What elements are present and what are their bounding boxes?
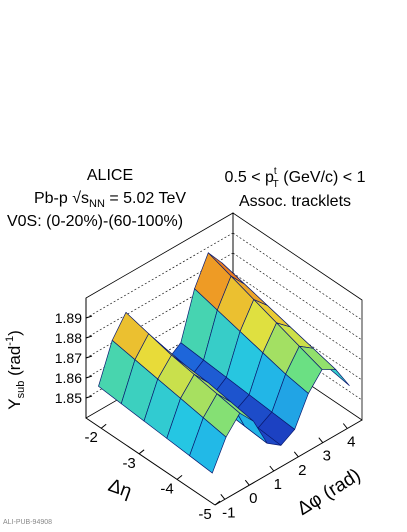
x-tick	[293, 451, 299, 458]
z-tick	[85, 395, 93, 399]
pt-sub: T	[273, 179, 279, 190]
z-tick	[85, 315, 93, 319]
y-tick	[100, 423, 107, 429]
y-axis	[85, 417, 216, 506]
y-tick-label: -4	[160, 480, 173, 497]
x-tick	[220, 494, 226, 500]
x-tick-label: 2	[298, 462, 306, 479]
x-tick-label: 3	[323, 448, 331, 465]
x-tick	[244, 479, 250, 486]
sqrt-sub: NN	[89, 198, 105, 210]
trigger-label: V0S: (0-20%)-(60-100%)	[7, 213, 183, 230]
z-tick-label: 1.87	[55, 350, 82, 366]
energy: = 5.02 TeV	[109, 190, 186, 207]
grid-line	[232, 232, 363, 321]
z-tick	[85, 375, 93, 379]
x-tick-label: 4	[347, 434, 355, 451]
grid-line	[232, 252, 363, 341]
x-tick	[342, 423, 348, 429]
z-tick-label: 1.89	[55, 310, 82, 326]
z-sup: -1	[4, 336, 16, 346]
y-tick-label: -3	[122, 455, 135, 472]
pt-sup: t	[274, 166, 277, 177]
x-tick	[318, 437, 324, 443]
y-tick-label: -2	[85, 429, 98, 446]
x-tick	[269, 465, 275, 472]
system-label: Pb-p √sNN = 5.02 TeV	[34, 190, 186, 211]
y-axis-label: Δη	[105, 475, 134, 503]
x-tick-label: 1	[274, 476, 282, 493]
footer: ALI-PUB-94908	[3, 519, 52, 526]
system: Pb-p	[34, 190, 68, 207]
y-tick	[176, 475, 183, 480]
z-end: )	[5, 330, 24, 336]
z-tick-label: 1.85	[55, 390, 82, 406]
grid-line	[85, 232, 234, 319]
x-tick-label: -1	[222, 504, 235, 521]
z-tick-label: 1.86	[55, 370, 82, 386]
y-tick	[214, 500, 221, 506]
z-tick	[85, 335, 93, 339]
y-tick-label: -5	[198, 506, 211, 523]
z-sub: sub	[15, 381, 27, 399]
y-tick	[138, 449, 145, 455]
sqrt-s: √s	[72, 190, 89, 207]
grid-line	[232, 272, 363, 361]
pt-pre: 0.5 < p	[225, 169, 274, 186]
assoc-label: Assoc. tracklets	[239, 193, 351, 210]
z-tick-label: 1.88	[55, 330, 82, 346]
x-axis	[214, 419, 363, 506]
x-tick-label: 0	[249, 490, 257, 507]
z-unit: (rad	[5, 346, 24, 381]
surface-cell	[189, 417, 227, 474]
z-axis-label: Ysub (rad-1)	[4, 330, 27, 410]
experiment-label: ALICE	[87, 167, 133, 184]
z-main: Y	[5, 398, 24, 409]
pt-label: 0.5 < pt T (GeV/c) < 1	[225, 166, 366, 191]
pt-post: (GeV/c) < 1	[283, 169, 365, 186]
z-tick	[85, 355, 93, 359]
